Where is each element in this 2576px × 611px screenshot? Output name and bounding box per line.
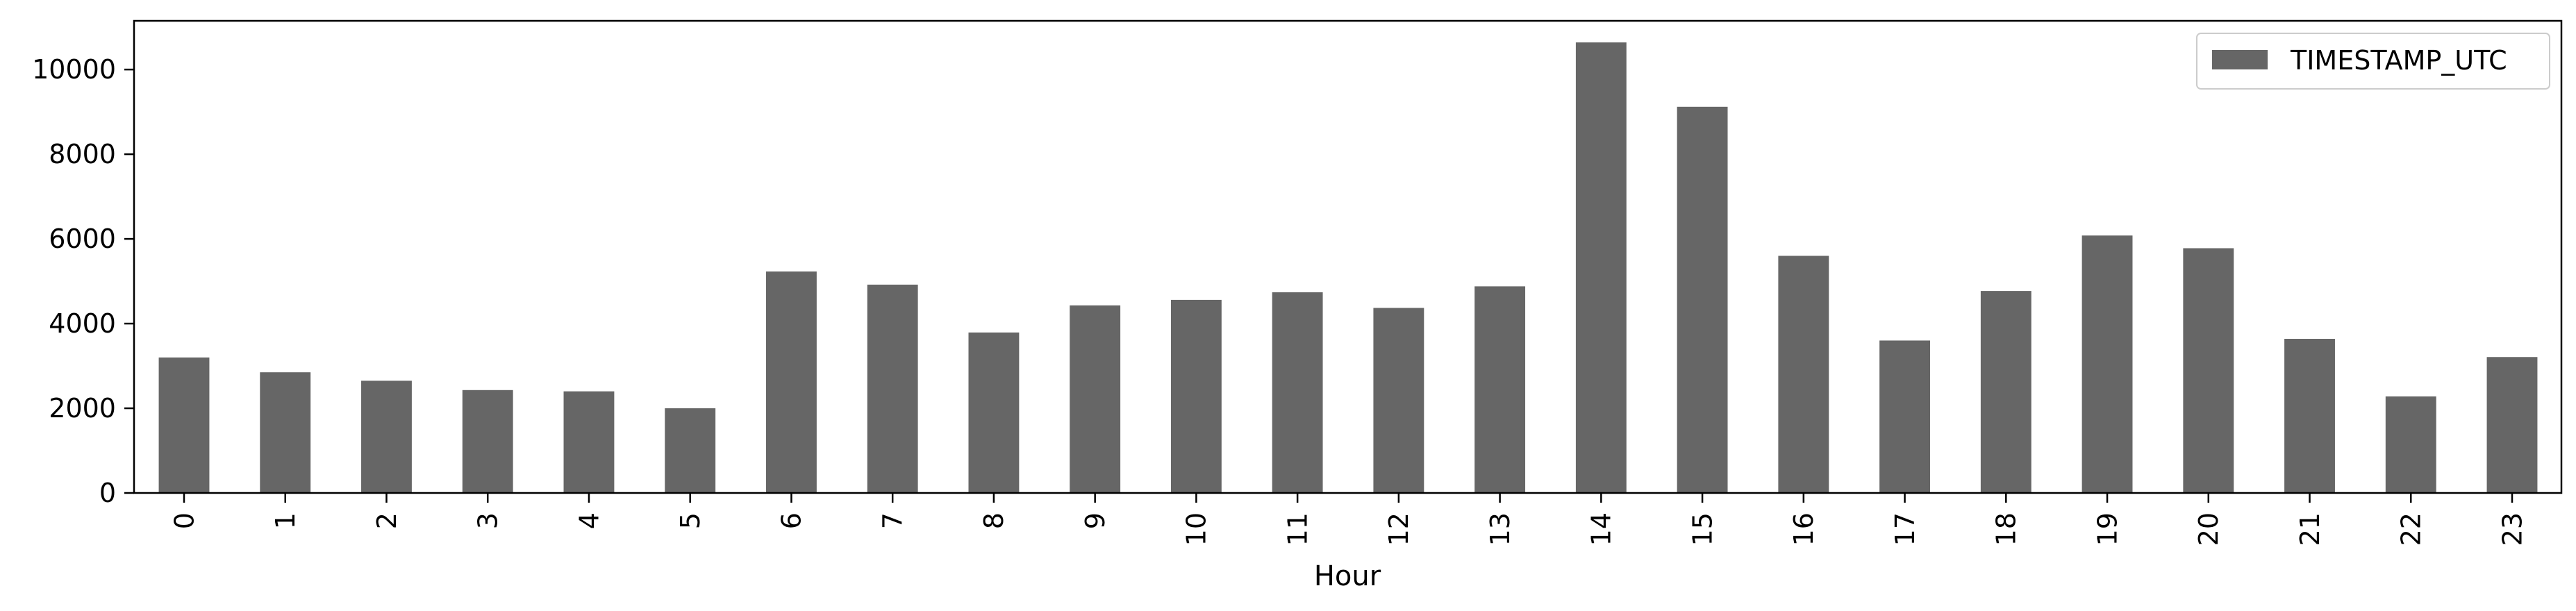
- bar-hour-11: [1272, 292, 1323, 493]
- y-tick-label: 0: [99, 478, 116, 508]
- bar-hour-3: [462, 390, 513, 493]
- legend-swatch: [2212, 50, 2268, 69]
- x-axis: 0 1 2 3 4 5 6 7 8 9 10 11 12 13 14 15 16 17 18 19 20 21 22 23: [169, 493, 2527, 546]
- bar-hour-23: [2486, 357, 2538, 493]
- bar-hour-8: [968, 332, 1020, 493]
- x-tick-label: 4: [574, 512, 604, 529]
- bar-hour-2: [361, 380, 412, 493]
- x-tick-label: 22: [2396, 512, 2427, 546]
- x-tick-label: 23: [2497, 512, 2527, 546]
- bar-hour-17: [1879, 340, 1930, 493]
- bar-hour-9: [1070, 305, 1121, 493]
- legend-label: TIMESTAMP_UTC: [2290, 45, 2507, 76]
- x-tick-label: 11: [1282, 512, 1313, 546]
- x-tick-label: 1: [270, 512, 301, 529]
- x-axis-title: Hour: [1314, 560, 1381, 592]
- x-tick-label: 3: [473, 512, 504, 529]
- x-tick-label: 6: [776, 512, 807, 529]
- bar-hour-20: [2183, 248, 2234, 493]
- bar-hour-18: [1980, 291, 2031, 493]
- bar-hour-10: [1170, 299, 1222, 493]
- y-tick-label: 8000: [49, 139, 116, 169]
- x-tick-label: 5: [675, 512, 706, 529]
- bar-hour-13: [1474, 286, 1526, 493]
- bar-hour-15: [1677, 106, 1728, 494]
- x-tick-label: 10: [1181, 512, 1212, 546]
- bars-group: [158, 42, 2538, 494]
- plot-frame: [133, 19, 2563, 494]
- bar-hour-21: [2284, 339, 2335, 493]
- bar-hour-14: [1575, 42, 1627, 494]
- x-tick-label: 2: [372, 512, 402, 529]
- y-tick-label: 4000: [49, 308, 116, 339]
- bar-hour-12: [1373, 308, 1424, 493]
- bar-hour-6: [766, 271, 817, 493]
- x-tick-label: 8: [979, 512, 1009, 529]
- x-tick-label: 12: [1383, 512, 1414, 546]
- x-tick-label: 7: [877, 512, 908, 529]
- bar-hour-4: [563, 391, 615, 493]
- legend: TIMESTAMP_UTC: [2196, 33, 2550, 90]
- x-tick-label: 16: [1788, 512, 1819, 546]
- x-tick-label: 15: [1687, 512, 1718, 546]
- plot-area-background: [134, 21, 2561, 493]
- y-tick-label: 10000: [32, 54, 116, 85]
- x-tick-label: 18: [1991, 512, 2022, 546]
- bar-hour-19: [2081, 235, 2133, 493]
- x-tick-label: 19: [2092, 512, 2122, 546]
- bar-hour-22: [2385, 396, 2436, 493]
- legend-box: [2196, 33, 2550, 90]
- x-tick-label: 21: [2295, 512, 2325, 546]
- x-tick-label: 17: [1890, 512, 1920, 546]
- x-tick-label: 9: [1080, 512, 1111, 529]
- x-tick-label: 13: [1485, 512, 1515, 546]
- bar-hour-16: [1778, 256, 1829, 493]
- x-tick-label: 20: [2193, 512, 2224, 546]
- y-axis: 0 2000 4000 6000 8000 10000: [32, 54, 134, 508]
- bar-hour-0: [158, 357, 210, 493]
- x-tick-label: 14: [1586, 512, 1617, 546]
- y-tick-label: 2000: [49, 393, 116, 424]
- bar-hour-1: [260, 372, 311, 493]
- bar-hour-5: [665, 408, 716, 493]
- bar-hour-7: [867, 284, 918, 493]
- y-tick-label: 6000: [49, 224, 116, 254]
- x-tick-label: 0: [169, 512, 199, 529]
